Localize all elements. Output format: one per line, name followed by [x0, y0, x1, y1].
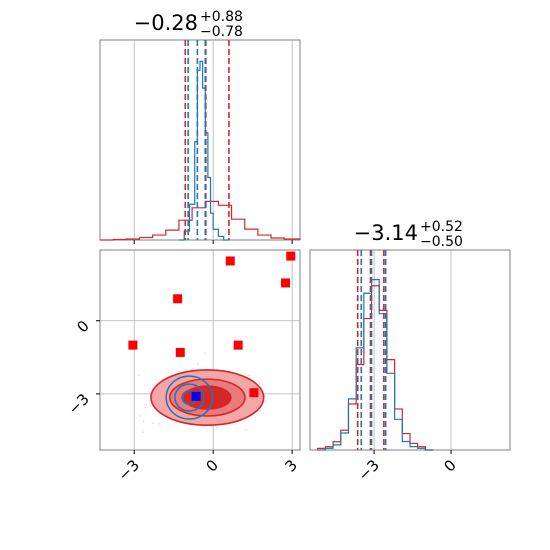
scatter-sample-point [144, 406, 147, 409]
red-square-marker [225, 256, 235, 266]
title-param2-value: −3.14 [354, 221, 418, 245]
scatter-sample-point [192, 367, 195, 370]
scatter-sample-point [258, 382, 261, 385]
blue-square-marker [191, 391, 201, 401]
x-tick-label: 3 [281, 456, 300, 475]
red-square-marker [233, 340, 243, 350]
x-tick-label: 0 [203, 456, 222, 475]
x-tick-label: −3 [355, 456, 383, 484]
hist-blue-param2 [317, 279, 434, 451]
panel-hist-param2-grid [373, 250, 452, 450]
title-param2-lower: −0.50 [420, 234, 463, 250]
red-square-marker [249, 388, 259, 398]
x-tick-label: −3 [115, 456, 143, 484]
scatter-sample-point [264, 400, 267, 403]
title-param2-upper: +0.52 [420, 219, 463, 235]
red-square-marker [173, 294, 183, 304]
contour-blue [174, 383, 205, 412]
scatter-sample-point [142, 431, 144, 434]
scatter-sample-point [259, 409, 262, 412]
scatter-sample-point [202, 426, 205, 429]
panel-hist-param1-content [100, 40, 301, 241]
scatter-sample-point [139, 415, 142, 417]
scatter-sample-point [190, 368, 193, 371]
scatter-sample-point [149, 392, 151, 395]
scatter-sample-point [248, 374, 251, 377]
scatter-sample-point [158, 423, 161, 425]
panel-hist-param2-content [317, 250, 434, 451]
tick-labels: −3 0 3 −3 0 −3 0 [64, 240, 460, 484]
panel-2d-density-frame [99, 249, 301, 451]
scatter-sample-point [233, 423, 236, 426]
x-tick-label: 0 [440, 456, 459, 475]
scatter-sample-point [216, 427, 219, 430]
title-param1-value: −0.28 [134, 11, 198, 35]
y-tick-label: −3 [64, 390, 92, 418]
title-param1: −0.28 +0.88 −0.78 [134, 9, 243, 40]
panel-hist-param2 [309, 249, 511, 451]
red-square-marker [286, 251, 296, 261]
scatter-sample-point [142, 420, 145, 423]
scatter-sample-point [264, 394, 267, 397]
scatter-sample-point [245, 428, 247, 431]
panel-hist-param1-frame [99, 39, 301, 241]
title-param1-upper: +0.88 [200, 9, 243, 25]
hist-red-param2 [317, 285, 434, 451]
panel-hist-param2-frame [309, 249, 511, 451]
scatter-sample-point [185, 368, 188, 371]
red-square-marker [281, 278, 291, 288]
scatter-sample-point [196, 362, 199, 365]
panel-hist-param1-grid [133, 40, 293, 240]
red-square-marker [175, 347, 185, 357]
title-param1-lower: −0.78 [200, 24, 243, 40]
red-square-marker [128, 340, 138, 350]
contour-blue [165, 375, 214, 420]
scatter-sample-point [203, 352, 206, 355]
y-tick-label: 0 [73, 317, 92, 336]
hist-blue-param1 [178, 60, 229, 241]
scatter-sample-point [138, 374, 140, 377]
contour-red [183, 385, 232, 410]
panel-2d-density-content [128, 251, 296, 434]
panel-2d-density [99, 249, 301, 451]
hist-red-param1 [100, 200, 301, 241]
title-param2: −3.14 +0.52 −0.50 [354, 219, 463, 250]
panel-hist-param1 [99, 39, 301, 241]
scatter-sample-point [152, 422, 155, 424]
